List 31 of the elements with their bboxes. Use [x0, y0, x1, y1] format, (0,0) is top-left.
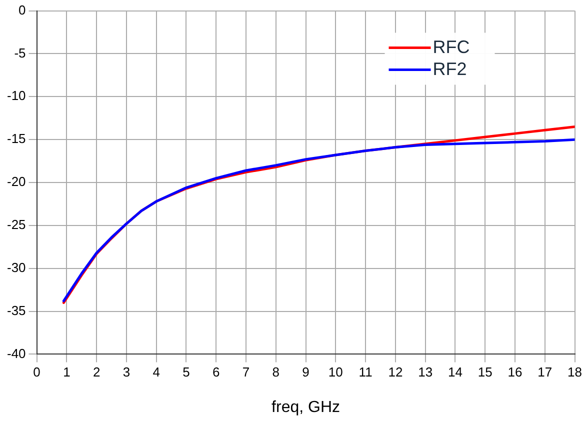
x-tick-label: 4	[152, 364, 160, 380]
x-tick-label: 1	[63, 364, 70, 380]
x-tick-label: 15	[478, 364, 492, 380]
legend-label: RFC	[432, 36, 470, 57]
y-tick-label: 0	[18, 2, 26, 18]
x-tick-label: 5	[182, 364, 190, 380]
y-tick-label: -30	[6, 260, 26, 275]
x-tick-label: 13	[418, 364, 433, 380]
x-tick-label: 2	[92, 364, 100, 380]
x-tick-label: 8	[272, 364, 280, 380]
x-tick-label: 7	[242, 364, 250, 380]
x-tick-label: 11	[358, 364, 372, 380]
y-tick-label: -5	[14, 45, 26, 60]
x-tick-label: 18	[568, 364, 582, 380]
y-tick-label: -40	[6, 346, 26, 361]
y-tick-label: -25	[6, 217, 26, 232]
x-tick-label: 9	[302, 364, 310, 380]
x-tick-label: 6	[212, 364, 220, 380]
x-tick-label: 12	[388, 364, 403, 380]
x-tick-label: 10	[328, 364, 343, 380]
y-tick-label: -10	[6, 88, 26, 104]
x-tick-label: 3	[122, 364, 130, 380]
x-tick-label: 17	[538, 364, 552, 380]
x-axis-title: freq, GHz	[272, 398, 340, 416]
y-tick-label: -20	[6, 174, 26, 190]
x-tick-label: 16	[508, 364, 522, 380]
y-tick-label: -35	[6, 302, 26, 318]
legend-label: RF2	[432, 58, 467, 79]
x-tick-label: 0	[33, 364, 40, 380]
x-tick-label: 14	[448, 364, 462, 380]
y-tick-label: -15	[6, 131, 26, 146]
